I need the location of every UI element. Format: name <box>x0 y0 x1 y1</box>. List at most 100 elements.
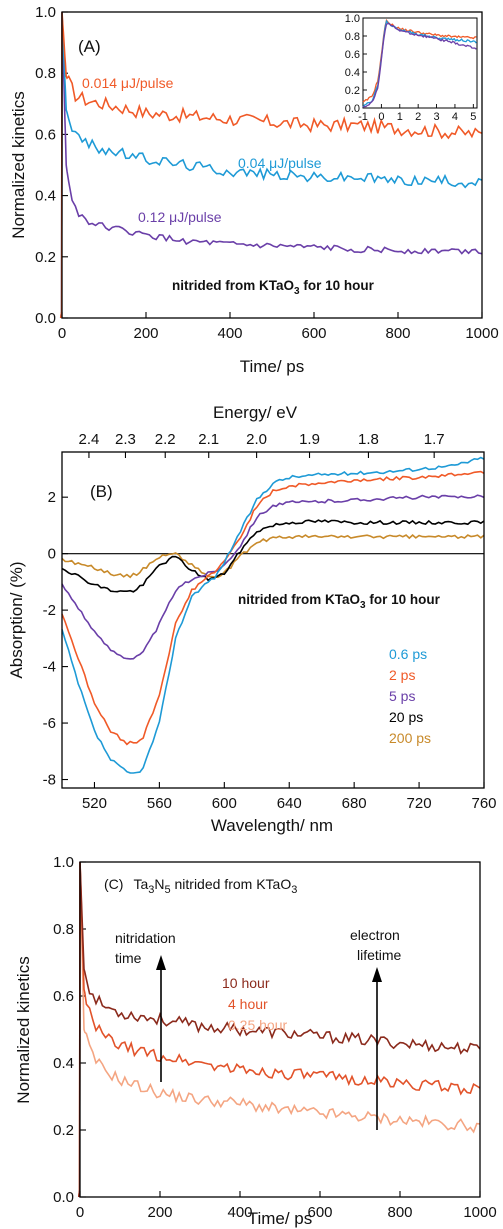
panel-a-series-3-line <box>59 11 483 319</box>
panel-c-ytick-label: 0.8 <box>53 921 74 938</box>
panel-a-xtick-label: 400 <box>217 325 242 342</box>
panel-a-inset-xtick-label: 0 <box>378 111 384 123</box>
panel-a-ylabel: Normalized kinetics <box>9 91 28 238</box>
panel-b-ytick-label: -6 <box>43 715 56 732</box>
panel-b-label: (B) <box>90 482 113 501</box>
panel-b-top-axis-label: Energy/ eV <box>213 403 298 422</box>
panel-a-xtick-label: 1000 <box>465 325 498 342</box>
panel-b: Energy/ eV 520 560 600 640 680 720 760 -8 -6 -4 -2… <box>7 403 497 835</box>
panel-a-label: (A) <box>78 37 101 56</box>
panel-c-arrow-right-label-1: electron <box>350 927 400 943</box>
panel-a-xtick-label: 0 <box>58 325 66 342</box>
panel-c-series-1-line <box>78 861 481 1198</box>
panel-c-title-sub3: 3 <box>291 884 297 896</box>
panel-a-xtick-label: 800 <box>385 325 410 342</box>
panel-c-title-rest: nitrided from KTaO <box>171 876 292 892</box>
panel-a-inset-xtick-label: 1 <box>397 111 403 123</box>
panel-c-series <box>78 861 481 1198</box>
panel-a-ytick-label: 0.8 <box>35 65 56 82</box>
panel-b-series-4-line <box>61 519 485 593</box>
panel-b-xtick-label: 600 <box>212 795 237 812</box>
panel-b-top-tick-label: 2.0 <box>246 431 267 448</box>
panel-a-annotation-prefix: nitrided from KTaO <box>172 278 294 293</box>
panel-b-xtick-label: 520 <box>82 795 107 812</box>
panel-c-legend-1: 10 hour <box>222 975 270 991</box>
panel-b-ytick-label: -4 <box>43 659 56 676</box>
panel-a-inset-xtick-label: 4 <box>452 111 458 123</box>
panel-c-ytick-label: 0.4 <box>53 1055 74 1072</box>
panel-b-xtick-label: 560 <box>147 795 172 812</box>
panel-c-title-sub2: 5 <box>164 884 170 896</box>
panel-c-xtick-label: 400 <box>227 1204 252 1221</box>
panel-c-xlabel: Time/ ps <box>248 1209 313 1228</box>
panel-c-title-label: (C) <box>104 876 123 892</box>
panel-a-legend-2: 0.04 μJ/pulse <box>238 155 322 171</box>
panel-a-annotation: nitrided from KTaO3 for 10 hour <box>172 278 375 297</box>
panel-b-series-1-line <box>61 456 485 774</box>
panel-c-frame <box>79 861 481 1198</box>
panel-a-ytick-label: 0.6 <box>35 126 56 143</box>
panel-b-top-tick-label: 2.1 <box>198 431 219 448</box>
panel-b-ytick-label: -8 <box>43 772 56 789</box>
panel-b-series-2-line <box>61 470 485 746</box>
panel-c-arrow-left <box>156 955 166 1082</box>
panel-b-ylabel: Absorption/ (%) <box>7 561 26 678</box>
panel-a-series-2-line <box>59 11 483 319</box>
panel-a-series-1-line <box>59 11 483 319</box>
panel-c-arrow-right-label-2: lifetime <box>357 947 402 963</box>
panel-a-inset-ytick-label: 0.8 <box>345 31 360 43</box>
panel-a-inset-series-3-line <box>362 22 477 108</box>
panel-a-inset-ytick-label: 0.0 <box>345 103 360 115</box>
panel-b-top-tick-label: 1.8 <box>358 431 379 448</box>
panel-a-ytick-label: 0.2 <box>35 249 56 266</box>
panel-b-top-tick-label: 1.7 <box>424 431 445 448</box>
panel-b-legend-3: 5 ps <box>389 688 415 704</box>
panel-b-top-tick-label: 1.9 <box>299 431 320 448</box>
panel-c-xtick-label: 0 <box>76 1204 84 1221</box>
panel-a-legend-1: 0.014 μJ/pulse <box>82 75 174 91</box>
panel-b-annotation: nitrided from KTaO3 for 10 hour <box>238 592 441 611</box>
panel-a-ytick-label: 0.4 <box>35 188 56 205</box>
panel-b-annotation-sub: 3 <box>360 600 366 611</box>
panel-a-inset-xtick-label: 2 <box>415 111 421 123</box>
panel-b-xtick-label: 760 <box>471 795 496 812</box>
panel-b-top-tick-label: 2.3 <box>115 431 136 448</box>
panel-c-arrow-left-label-2: time <box>115 950 142 966</box>
panel-a-inset-ytick-label: 0.6 <box>345 49 360 61</box>
panel-c-xtick-label: 200 <box>147 1204 172 1221</box>
panel-a-ytick-label: 0.0 <box>35 310 56 327</box>
panel-b-annotation-prefix: nitrided from KTaO <box>238 592 360 607</box>
panel-a-xlabel: Time/ ps <box>240 357 305 376</box>
panel-a-ytick-label: 1.0 <box>35 4 56 21</box>
panel-c-series-3-line <box>78 861 481 1198</box>
panel-a-inset-xtick-label: 3 <box>433 111 439 123</box>
panel-b-axes: 520 560 600 640 680 720 760 -8 -6 -4 -2 0 2 2.4 2.3 2.2… <box>43 431 497 812</box>
panel-c-xtick-label: 600 <box>307 1204 332 1221</box>
panel-c-xtick-label: 800 <box>387 1204 412 1221</box>
panel-b-ytick-label: 2 <box>48 489 56 506</box>
panel-c-ytick-label: 0.0 <box>53 1189 74 1206</box>
panel-b-series <box>61 456 485 774</box>
panel-a-inset: -1 0 1 2 3 4 5 0.0 0.2 0.4 0.6 0.8 1.0 <box>345 13 478 123</box>
panel-b-legend-2: 2 ps <box>389 667 415 683</box>
panel-c-legend-3: 0.25 hour <box>228 1017 287 1033</box>
panel-b-xlabel: Wavelength/ nm <box>211 816 333 835</box>
panel-a-axes: 0 200 400 600 800 1000 0.0 0.2 0.4 0.6 0.8 1.0 <box>35 4 499 342</box>
panel-a-inset-ytick-label: 1.0 <box>345 13 360 25</box>
panel-b-ytick-label: -2 <box>43 602 56 619</box>
panel-a-inset-ytick-label: 0.2 <box>345 85 360 97</box>
panel-a-frame <box>61 11 483 319</box>
panel-b-top-tick-label: 2.4 <box>79 431 100 448</box>
panel-b-ytick-label: 0 <box>48 546 56 563</box>
panel-c-arrow-left-label-1: nitridation <box>115 930 176 946</box>
panel-b-xtick-label: 640 <box>277 795 302 812</box>
panel-c-title-n: N <box>154 876 164 892</box>
panel-a-xtick-label: 200 <box>133 325 158 342</box>
panel-c: 0 200 400 600 800 1000 0.0 0.2 0.4 0.6 0.8 1.0 (C) T… <box>14 854 497 1228</box>
panel-c-title: (C) Ta3N5 nitrided from KTaO3 <box>104 876 297 896</box>
panel-b-series-5-line <box>61 534 485 579</box>
panel-b-series-3-line <box>61 494 485 660</box>
panel-b-xtick-label: 680 <box>342 795 367 812</box>
